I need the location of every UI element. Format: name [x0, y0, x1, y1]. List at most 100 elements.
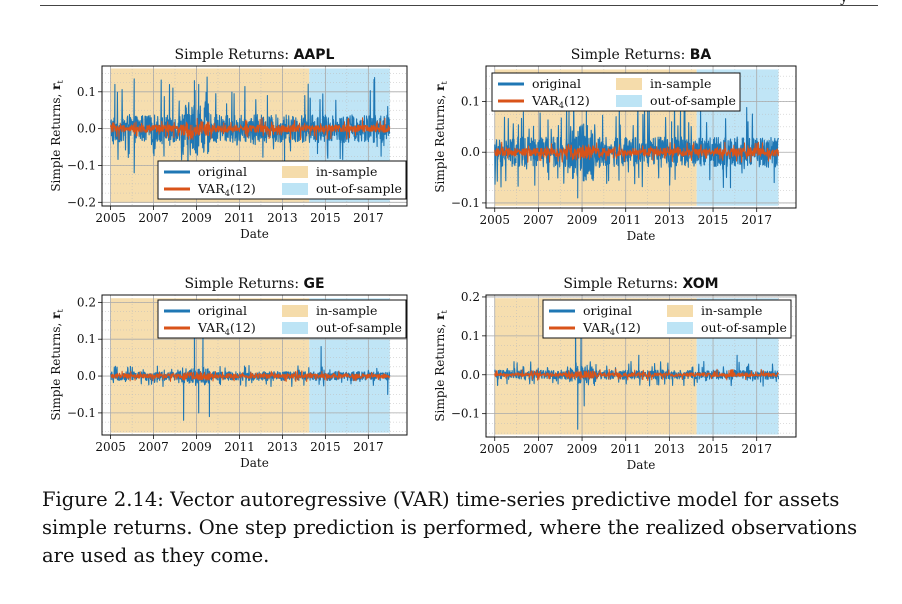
y-axis-label-symbol: r	[433, 84, 447, 91]
chart-title-ticker: AAPL	[294, 47, 335, 63]
legend-in-sample-label: in-sample	[316, 164, 377, 179]
legend-var-label: VAR4(12)	[582, 320, 641, 338]
legend-in-sample-label: in-sample	[316, 303, 377, 318]
x-tick-label: 2013	[267, 211, 298, 225]
y-axis-label-subscript: t	[56, 309, 65, 313]
legend-var-label-part: (12)	[230, 181, 256, 196]
x-tick-label: 2011	[224, 440, 255, 454]
chart-title-prefix: Simple Returns:	[184, 276, 303, 292]
y-axis-label-text: Simple Returns,	[433, 320, 447, 422]
chart-title-prefix: Simple Returns:	[563, 276, 682, 292]
chart-panel-xom: 2005 2007 2009 2011 2013 2015 2017 −0.1 0.0 0.1 0.…	[433, 276, 797, 472]
x-tick-label: 2017	[353, 440, 384, 454]
series-var-prediction-line	[110, 370, 391, 382]
x-tick-label: 2007	[523, 442, 554, 456]
y-axis-label-text: Simple Returns,	[433, 91, 447, 193]
page-header-rule	[40, 5, 878, 6]
chart-panel-aapl: 2005 2007 2009 2011 2013 2015 2017 −0.2 −0.1 0.0 0…	[49, 47, 408, 241]
legend-out-of-sample-label: out-of-sample	[650, 93, 736, 108]
series-var-prediction-line	[494, 141, 779, 163]
x-tick-label: 2007	[523, 213, 554, 227]
legend-original-label: original	[198, 303, 247, 318]
legend-var-label-part: VAR	[531, 93, 559, 108]
y-axis-label: Simple Returns, rt	[433, 81, 449, 193]
x-tick-label: 2009	[181, 211, 212, 225]
legend-out-of-sample-swatch	[616, 95, 642, 107]
y-tick-label: 0.1	[461, 329, 480, 343]
x-axis-label: Date	[627, 229, 656, 243]
chart-panel-ba: 2005 2007 2009 2011 2013 2015 2017 −0.1 0.0 0.1 Si…	[433, 47, 797, 243]
x-tick-label: 2009	[181, 440, 212, 454]
legend-var-label-part: 4	[225, 328, 230, 338]
x-tick-label: 2013	[654, 213, 685, 227]
chart-title-prefix: Simple Returns:	[571, 47, 690, 63]
legend: original VAR4(12) in-sample out-of-sample	[542, 299, 792, 339]
chart-title: Simple Returns: AAPL	[175, 47, 335, 63]
y-axis-label: Simple Returns, rt	[49, 80, 65, 192]
legend-original-label: original	[583, 303, 632, 318]
x-tick-label: 2015	[310, 211, 341, 225]
legend-var-label-part: VAR	[582, 320, 610, 335]
y-axis-label-subscript: t	[56, 80, 65, 84]
x-tick-label: 2017	[353, 211, 384, 225]
y-tick-label: −0.1	[451, 196, 480, 210]
caption-label: Figure 2.14:	[42, 488, 164, 511]
series-original-line	[110, 305, 391, 421]
figure-caption: Figure 2.14: Vector autoregressive (VAR)…	[42, 486, 862, 570]
chart-title-ticker: BA	[690, 47, 712, 63]
y-tick-label: 0.1	[77, 85, 96, 99]
legend-var-label-part: 4	[225, 189, 230, 199]
legend-var-label-part: (12)	[564, 93, 590, 108]
y-axis-label-symbol: r	[433, 313, 447, 320]
x-tick-label: 2015	[310, 440, 341, 454]
legend-out-of-sample-swatch	[667, 322, 693, 334]
legend-in-sample-label: in-sample	[701, 303, 762, 318]
y-axis-label-text: Simple Returns,	[49, 319, 63, 421]
x-tick-label: 2011	[610, 213, 641, 227]
legend: original VAR4(12) in-sample out-of-sample	[157, 299, 407, 339]
x-axis-label: Date	[627, 458, 656, 472]
y-tick-label: 0.0	[77, 122, 96, 136]
chart-title: Simple Returns: XOM	[563, 276, 718, 292]
x-tick-label: 2015	[698, 442, 729, 456]
y-axis-label-subscript: t	[440, 81, 449, 85]
series-original-line	[494, 101, 780, 199]
legend-var-label: VAR4(12)	[197, 181, 256, 199]
legend-in-sample-label: in-sample	[650, 76, 711, 91]
series-var-prediction-line	[110, 117, 391, 141]
series-original-line	[110, 76, 391, 192]
x-axis-label: Date	[240, 456, 269, 470]
legend-in-sample-swatch	[667, 305, 693, 317]
chart-title-ticker: GE	[304, 276, 325, 292]
y-tick-label: 0.2	[461, 290, 480, 304]
y-axis-label-text: Simple Returns,	[49, 90, 63, 192]
chart-title: Simple Returns: BA	[571, 47, 712, 63]
figure-2-14: y 2005 2007 2009 2011 2013 2015 2017 −0.2 −0.1 0.…	[49, 0, 848, 472]
axes-frame	[485, 294, 797, 438]
legend-out-of-sample-label: out-of-sample	[701, 320, 787, 335]
y-axis-label: Simple Returns, rt	[433, 310, 449, 422]
x-tick-label: 2013	[267, 440, 298, 454]
axes-frame	[101, 294, 408, 436]
chart-title: Simple Returns: GE	[184, 276, 324, 292]
x-tick-label: 2005	[479, 213, 510, 227]
x-tick-label: 2007	[138, 440, 169, 454]
x-tick-label: 2011	[224, 211, 255, 225]
legend: original VAR4(12) in-sample out-of-sample	[491, 72, 741, 112]
legend-in-sample-swatch	[282, 166, 308, 178]
caption-text: Vector autoregressive (VAR) time-series …	[42, 488, 858, 567]
x-tick-label: 2011	[610, 442, 641, 456]
x-axis-label: Date	[240, 227, 269, 241]
x-tick-label: 2007	[138, 211, 169, 225]
legend-var-label: VAR4(12)	[531, 93, 590, 111]
x-tick-label: 2009	[567, 213, 598, 227]
chart-title-ticker: XOM	[682, 276, 718, 292]
y-tick-label: 0.0	[77, 369, 96, 383]
y-tick-label: −0.1	[67, 406, 96, 420]
x-tick-label: 2005	[479, 442, 510, 456]
legend-out-of-sample-swatch	[282, 322, 308, 334]
y-tick-label: 0.1	[77, 332, 96, 346]
legend-out-of-sample-swatch	[282, 183, 308, 195]
chart-title-prefix: Simple Returns:	[175, 47, 294, 63]
legend-out-of-sample-label: out-of-sample	[316, 320, 402, 335]
